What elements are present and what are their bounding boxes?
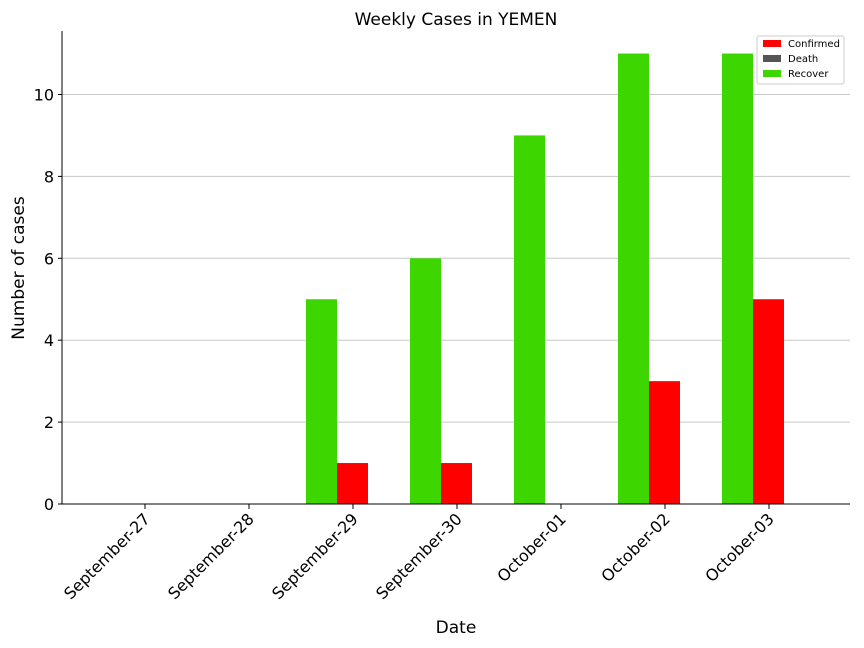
x-axis-label: Date xyxy=(436,618,477,638)
bars xyxy=(306,53,784,505)
x-tick-label: October-01 xyxy=(493,509,569,585)
bar-recover xyxy=(618,53,649,505)
y-tick-label: 10 xyxy=(34,85,54,104)
y-ticks: 0 2 4 6 8 10 xyxy=(34,85,62,514)
y-tick-label: 0 xyxy=(44,495,54,514)
legend-label: Confirmed xyxy=(788,39,840,50)
gridlines xyxy=(62,93,850,423)
y-tick-label: 4 xyxy=(44,331,54,350)
y-tick-label: 2 xyxy=(44,413,54,432)
legend-label: Recover xyxy=(788,69,829,80)
x-tick-label: September-30 xyxy=(372,509,466,603)
y-tick-label: 8 xyxy=(44,167,54,186)
bar-recover xyxy=(306,299,337,504)
bar-confirmed xyxy=(441,463,472,504)
x-ticks: September-27 September-28 September-29 Sept… xyxy=(60,504,778,603)
bar-confirmed xyxy=(337,463,368,504)
x-tick-label: September-27 xyxy=(60,509,154,603)
x-tick-label: September-29 xyxy=(268,509,362,603)
bar-recover xyxy=(514,135,545,504)
bar-confirmed xyxy=(753,299,784,504)
y-tick-label: 6 xyxy=(44,249,54,268)
x-tick-label: September-28 xyxy=(164,509,258,603)
bar-recover xyxy=(410,258,441,504)
legend: Confirmed Death Recover xyxy=(756,35,845,85)
legend-swatch xyxy=(763,55,781,62)
y-axis-label: Number of cases xyxy=(9,196,29,340)
x-tick-label: October-02 xyxy=(597,509,673,585)
bar-confirmed xyxy=(649,381,680,504)
bar-recover xyxy=(722,53,753,505)
legend-label: Death xyxy=(788,54,818,65)
chart-title: Weekly Cases in YEMEN xyxy=(355,10,558,30)
legend-swatch xyxy=(763,70,781,77)
x-tick-label: October-03 xyxy=(701,509,777,585)
legend-swatch xyxy=(763,40,781,47)
